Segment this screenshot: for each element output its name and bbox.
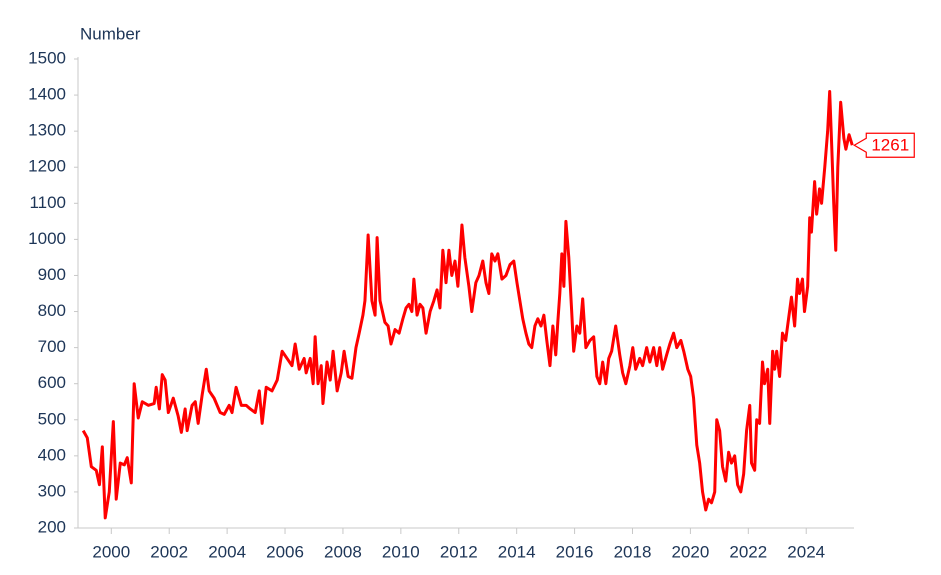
y-tick-label: 1500 — [28, 48, 66, 67]
x-tick-label: 2006 — [266, 542, 304, 561]
end-label: 1261 — [871, 136, 909, 155]
y-tick-label: 400 — [38, 445, 66, 464]
x-tick-label: 2024 — [787, 542, 825, 561]
y-tick-label: 900 — [38, 265, 66, 284]
y-tick-label: 700 — [38, 337, 66, 356]
y-tick-label: 800 — [38, 301, 66, 320]
x-tick-label: 2016 — [556, 542, 594, 561]
data-line — [81, 89, 854, 520]
y-tick-label: 1100 — [29, 193, 66, 212]
x-tick-label: 2010 — [382, 542, 420, 561]
y-tick-label: 1200 — [28, 157, 66, 176]
end-label-box — [853, 132, 915, 158]
y-tick-label: 1300 — [28, 121, 66, 140]
y-axis-label: Number — [80, 24, 141, 43]
y-tick-label: 1000 — [28, 229, 66, 248]
y-tick-label: 1400 — [28, 85, 66, 104]
x-tick-label: 2018 — [614, 542, 652, 561]
x-tick-label: 2012 — [440, 542, 478, 561]
y-tick-label: 500 — [38, 409, 66, 428]
x-tick-label: 2002 — [150, 542, 188, 561]
x-tick-label: 2020 — [671, 542, 709, 561]
y-tick-label: 300 — [38, 481, 66, 500]
y-tick-label: 600 — [38, 373, 66, 392]
x-tick-label: 2022 — [729, 542, 767, 561]
x-tick-label: 2014 — [498, 542, 536, 561]
x-tick-label: 2004 — [208, 542, 246, 561]
x-tick-label: 2000 — [92, 542, 130, 561]
x-tick-label: 2008 — [324, 542, 362, 561]
y-tick-label: 200 — [38, 517, 66, 536]
